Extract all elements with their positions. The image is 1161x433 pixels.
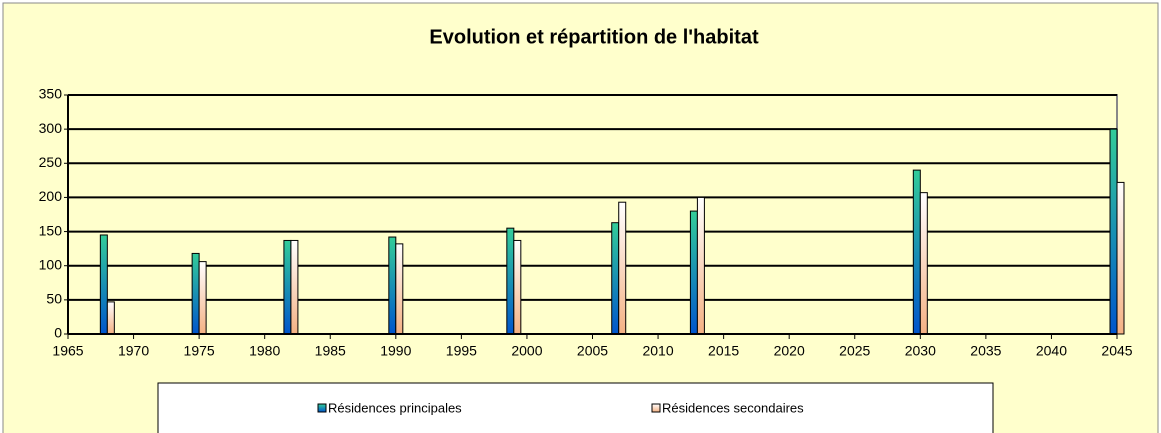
bar	[395, 243, 404, 335]
x-tick-label: 2035	[970, 343, 1001, 359]
x-tick-label: 1965	[52, 343, 83, 359]
bar	[290, 239, 299, 335]
x-tick-label: 2000	[511, 343, 542, 359]
x-tick-label: 1980	[249, 343, 280, 359]
x-tick-label: 2010	[642, 343, 673, 359]
x-tick-label: 2005	[577, 343, 608, 359]
bar	[1109, 128, 1118, 335]
x-tick-label: 2030	[905, 343, 936, 359]
x-tick-label: 2020	[774, 343, 805, 359]
x-tick-label: 1985	[315, 343, 346, 359]
y-tick-label: 250	[39, 154, 63, 170]
y-tick-label: 350	[39, 86, 63, 102]
bar	[689, 210, 698, 335]
bar	[618, 201, 627, 335]
bar	[106, 301, 115, 335]
bar	[191, 252, 200, 335]
bar	[696, 196, 705, 335]
legend-label: Résidences principales	[328, 400, 462, 415]
bar	[283, 239, 292, 335]
x-tick-label: 2025	[839, 343, 870, 359]
y-tick-label: 0	[54, 325, 62, 341]
legend-label: Résidences secondaires	[662, 400, 804, 415]
x-tick-label: 1975	[184, 343, 215, 359]
y-tick-label: 200	[39, 188, 63, 204]
chart-title: Evolution et répartition de l'habitat	[429, 26, 759, 48]
y-tick-label: 300	[39, 120, 63, 136]
bar	[611, 222, 620, 335]
bar	[388, 236, 397, 335]
bar	[513, 239, 522, 335]
x-tick-label: 2015	[708, 343, 739, 359]
bar	[198, 261, 207, 335]
bar	[919, 192, 928, 335]
legend	[157, 382, 994, 433]
y-tick-label: 100	[39, 256, 63, 272]
bar	[912, 169, 921, 335]
bar	[99, 234, 108, 335]
bar	[506, 227, 515, 335]
x-tick-label: 1970	[118, 343, 149, 359]
x-tick-label: 1995	[446, 343, 477, 359]
legend-swatch	[651, 403, 661, 413]
x-tick-label: 1990	[380, 343, 411, 359]
legend-swatch	[317, 403, 327, 413]
y-tick-label: 50	[46, 291, 62, 307]
x-tick-label: 2045	[1101, 343, 1132, 359]
x-tick-label: 2040	[1036, 343, 1067, 359]
bar	[1116, 181, 1125, 335]
y-tick-label: 150	[39, 222, 63, 238]
